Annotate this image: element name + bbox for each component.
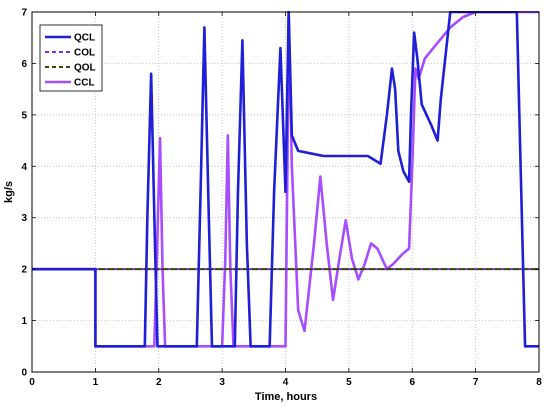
x-tick-label: 2 [156, 377, 162, 388]
x-tick-label: 1 [93, 377, 99, 388]
legend-label-col: COL [74, 48, 95, 59]
y-axis-title: kg/s [3, 181, 15, 203]
y-tick-label: 3 [21, 213, 27, 224]
y-tick-label: 2 [21, 265, 27, 276]
x-tick-label: 4 [283, 377, 289, 388]
y-tick-label: 6 [21, 59, 27, 70]
y-tick-label: 1 [21, 316, 27, 327]
y-tick-label: 5 [21, 110, 27, 121]
legend-label-qcl: QCL [74, 33, 95, 44]
x-tick-label: 5 [346, 377, 352, 388]
series-layer [32, 11, 539, 348]
x-axis-title: Time, hours [255, 391, 317, 403]
legend-label-qol: QOL [74, 63, 96, 74]
x-tick-label: 6 [409, 377, 415, 388]
legend: QCL COL QOL CCL [39, 24, 103, 92]
x-tick-label: 7 [473, 377, 479, 388]
x-tick-label: 0 [29, 377, 35, 388]
tick-layer: 0 1 2 3 4 5 6 7 8 0 1 2 3 4 5 6 7 [21, 8, 542, 389]
y-tick-label: 7 [21, 8, 27, 19]
y-tick-label: 4 [21, 162, 27, 173]
legend-label-ccl: CCL [74, 78, 95, 89]
x-tick-label: 8 [536, 377, 542, 388]
series-line-qcl [32, 11, 539, 348]
y-tick-label: 0 [21, 368, 27, 379]
x-tick-label: 3 [219, 377, 225, 388]
